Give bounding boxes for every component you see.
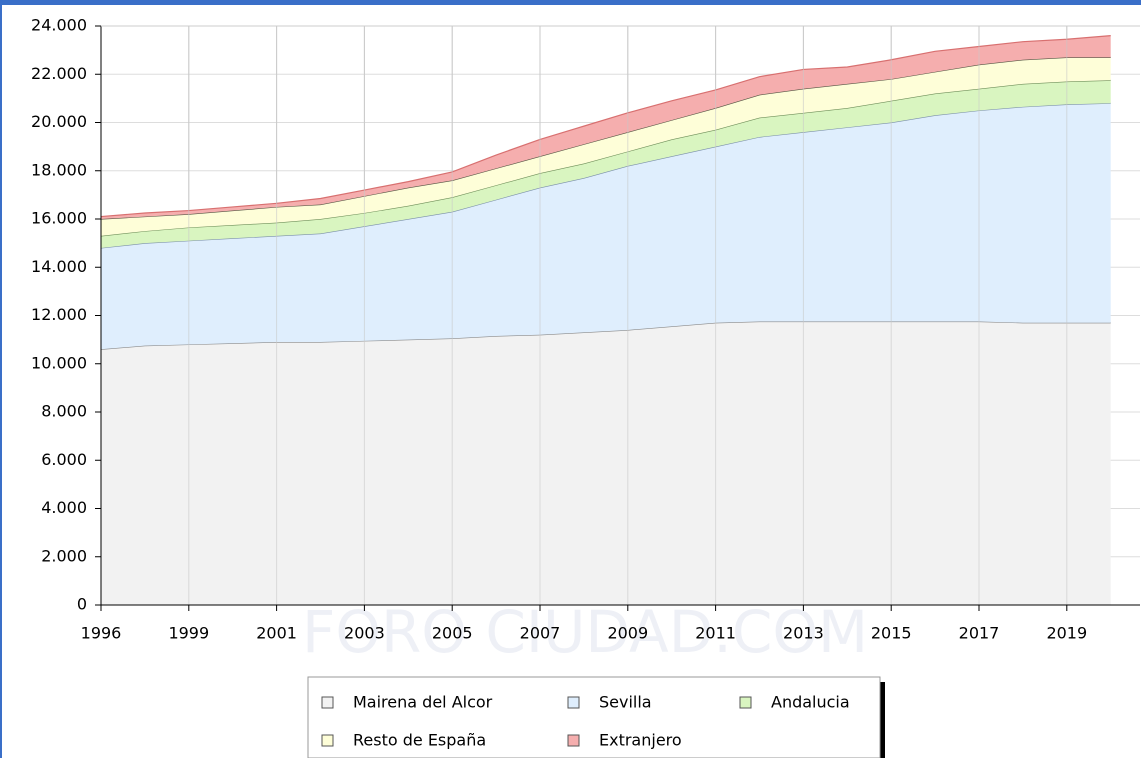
y-tick-label: 14.000 <box>31 257 87 276</box>
x-tick-label: 1996 <box>81 624 122 643</box>
y-tick-label: 20.000 <box>31 112 87 131</box>
area <box>101 35 1111 220</box>
legend-swatch <box>321 734 334 747</box>
legend-swatch <box>321 696 334 709</box>
x-tick-label: 2003 <box>344 624 385 643</box>
area <box>101 80 1111 248</box>
legend-label: Andalucia <box>771 693 850 712</box>
x-tick-label: 2007 <box>520 624 561 643</box>
x-tick-label: 2017 <box>959 624 1000 643</box>
x-tick-label: 2015 <box>871 624 912 643</box>
legend-label: Resto de España <box>353 731 486 750</box>
x-tick-label: 2001 <box>256 624 297 643</box>
legend-swatch <box>739 696 752 709</box>
y-tick-label: 22.000 <box>31 64 87 83</box>
y-tick-label: 0 <box>77 595 87 614</box>
area <box>101 103 1111 350</box>
x-tick-label: 2013 <box>783 624 824 643</box>
y-tick-label: 6.000 <box>41 450 87 469</box>
legend-swatch <box>567 734 580 747</box>
y-tick-label: 16.000 <box>31 209 87 228</box>
y-tick-label: 24.000 <box>31 16 87 35</box>
left-border <box>0 0 2 758</box>
x-tick-label: 1999 <box>168 624 209 643</box>
y-tick-label: 2.000 <box>41 546 87 565</box>
x-tick-label: 2005 <box>432 624 473 643</box>
y-tick-label: 12.000 <box>31 305 87 324</box>
y-tick-label: 10.000 <box>31 353 87 372</box>
area-line <box>100 35 1111 218</box>
legend <box>307 676 881 758</box>
legend-label: Mairena del Alcor <box>353 693 493 712</box>
legend-label: Sevilla <box>599 693 652 712</box>
legend-label: Extranjero <box>599 731 682 750</box>
y-tick-label: 8.000 <box>41 402 87 421</box>
y-tick-label: 18.000 <box>31 160 87 179</box>
area <box>101 321 1111 605</box>
area <box>101 57 1111 236</box>
areas <box>100 35 1111 605</box>
x-tick-label: 2011 <box>695 624 736 643</box>
top-border <box>0 0 1141 5</box>
watermark: FORO CIUDAD.COM <box>302 598 868 666</box>
x-tick-label: 2019 <box>1046 624 1087 643</box>
legend-swatch <box>567 696 580 709</box>
x-tick-label: 2009 <box>607 624 648 643</box>
y-tick-label: 4.000 <box>41 498 87 517</box>
